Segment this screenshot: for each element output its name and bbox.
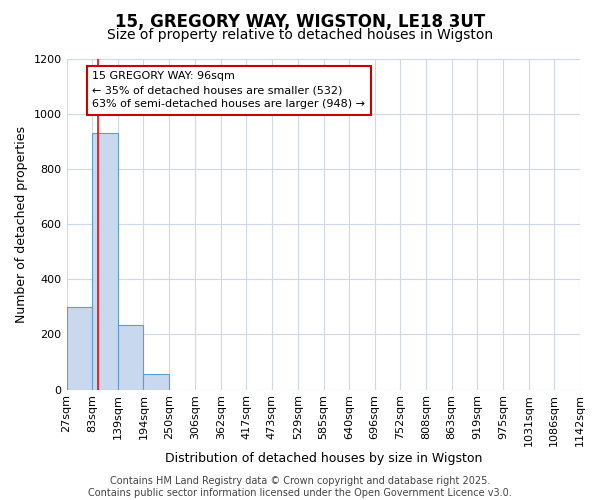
Bar bbox=[118, 325, 143, 390]
Bar bbox=[67, 307, 92, 390]
Text: 15, GREGORY WAY, WIGSTON, LE18 3UT: 15, GREGORY WAY, WIGSTON, LE18 3UT bbox=[115, 12, 485, 30]
Text: Size of property relative to detached houses in Wigston: Size of property relative to detached ho… bbox=[107, 28, 493, 42]
Text: 15 GREGORY WAY: 96sqm
← 35% of detached houses are smaller (532)
63% of semi-det: 15 GREGORY WAY: 96sqm ← 35% of detached … bbox=[92, 72, 365, 110]
Y-axis label: Number of detached properties: Number of detached properties bbox=[15, 126, 28, 323]
X-axis label: Distribution of detached houses by size in Wigston: Distribution of detached houses by size … bbox=[164, 452, 482, 465]
Text: Contains HM Land Registry data © Crown copyright and database right 2025.
Contai: Contains HM Land Registry data © Crown c… bbox=[88, 476, 512, 498]
Bar bbox=[92, 134, 118, 390]
Bar bbox=[143, 374, 169, 390]
